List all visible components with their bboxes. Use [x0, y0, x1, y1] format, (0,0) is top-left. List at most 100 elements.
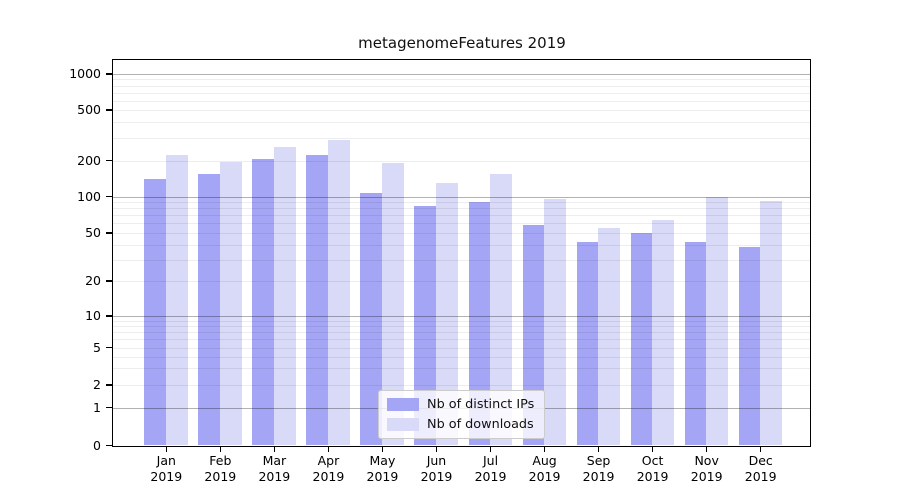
legend: Nb of distinct IPs Nb of downloads	[378, 390, 545, 439]
y-tick-10	[106, 315, 112, 317]
chart-title: metagenomeFeatures 2019	[358, 34, 566, 52]
x-tick-may	[381, 446, 384, 452]
x-tick-dec	[759, 446, 762, 452]
gridline-minor-3	[113, 368, 811, 370]
y-tick-label-0: 0	[93, 437, 101, 453]
y-tick-label-5: 5	[93, 339, 101, 355]
y-tick-2	[106, 384, 112, 386]
x-tick-label-dec: Dec 2019	[744, 453, 777, 484]
y-tick-500	[106, 109, 112, 111]
legend-entry-distinct-ips: Nb of distinct IPs	[387, 397, 536, 412]
y-tick-label-1000: 1000	[69, 66, 101, 81]
y-tick-1000	[106, 73, 112, 75]
gridline-minor-700	[113, 92, 811, 94]
y-tick-label-100: 100	[77, 188, 101, 204]
gridline-minor-200	[113, 160, 811, 162]
x-tick-feb	[219, 446, 222, 452]
gridline-minor-9	[113, 320, 811, 322]
gridline-minor-20	[113, 281, 811, 282]
bar-distinct-ips-sep	[576, 242, 599, 446]
x-tick-aug	[543, 446, 546, 452]
x-tick-label-apr: Apr 2019	[312, 453, 345, 484]
gridline-minor-80	[113, 208, 811, 210]
x-tick-label-mar: Mar 2019	[258, 453, 291, 484]
gridline-minor-2	[113, 385, 811, 386]
gridline-minor-8	[113, 326, 811, 328]
x-tick-mar	[273, 446, 276, 452]
bar-downloads-nov	[706, 196, 729, 446]
y-tick-label-500: 500	[77, 102, 101, 117]
gridline-minor-400	[113, 122, 811, 124]
y-tick-100	[106, 195, 112, 198]
gridline-major-100	[113, 196, 811, 198]
x-tick-oct	[651, 446, 654, 452]
y-tick-50	[106, 232, 112, 234]
x-tick-label-feb: Feb 2019	[204, 453, 237, 484]
bar-distinct-ips-nov	[684, 242, 707, 446]
y-tick-1	[106, 406, 112, 409]
x-tick-nov	[705, 446, 708, 452]
bar-downloads-oct	[652, 220, 675, 446]
gridline-minor-7	[113, 332, 811, 334]
bar-downloads-mar	[273, 147, 296, 446]
legend-swatch-distinct-ips	[387, 398, 419, 411]
gridline-minor-600	[113, 100, 811, 102]
x-tick-label-oct: Oct 2019	[636, 453, 669, 484]
y-tick-label-200: 200	[77, 152, 101, 168]
gridline-minor-30	[113, 259, 811, 261]
y-tick-5	[106, 346, 112, 349]
legend-label-distinct-ips: Nb of distinct IPs	[427, 397, 535, 412]
y-tick-20	[106, 280, 112, 282]
gridline-minor-6	[113, 339, 811, 341]
bar-distinct-ips-apr	[306, 155, 328, 446]
y-tick-label-10: 10	[85, 308, 101, 323]
bar-downloads-jul	[490, 173, 513, 446]
bar-downloads-apr	[327, 140, 350, 446]
gridline-minor-70	[113, 215, 811, 217]
gridline-minor-60	[113, 223, 811, 225]
y-tick-200	[106, 159, 112, 162]
x-tick-label-may: May 2019	[366, 453, 399, 484]
x-tick-jan	[165, 446, 168, 452]
x-tick-label-jul: Jul 2019	[474, 453, 507, 484]
bar-downloads-dec	[760, 200, 783, 446]
gridline-minor-500	[113, 110, 811, 111]
x-tick-sep	[597, 446, 600, 452]
x-tick-label-nov: Nov 2019	[690, 453, 723, 484]
bar-distinct-ips-feb	[198, 173, 220, 446]
gridline-minor-4	[113, 356, 811, 358]
y-tick-label-2: 2	[93, 377, 101, 392]
bar-distinct-ips-may	[360, 192, 382, 446]
x-tick-label-sep: Sep 2019	[582, 453, 615, 484]
gridline-minor-800	[113, 85, 811, 87]
y-tick-0	[106, 444, 112, 447]
bar-distinct-ips-jul	[468, 201, 491, 446]
legend-swatch-downloads	[387, 418, 419, 431]
x-tick-jul	[489, 446, 492, 452]
bar-distinct-ips-mar	[252, 159, 274, 446]
x-tick-label-jan: Jan 2019	[150, 453, 183, 484]
bar-distinct-ips-oct	[630, 233, 653, 446]
gridline-major-10	[113, 316, 811, 317]
bar-downloads-jan	[165, 155, 188, 446]
bar-distinct-ips-jun	[414, 205, 436, 446]
x-tick-label-jun: Jun 2019	[420, 453, 453, 484]
bar-distinct-ips-dec	[738, 247, 761, 446]
gridline-minor-40	[113, 244, 811, 246]
bar-downloads-may	[381, 163, 404, 446]
gridline-major-1000	[113, 74, 811, 75]
gridline-minor-300	[113, 138, 811, 140]
plot-area	[113, 60, 811, 446]
bar-downloads-jun	[435, 182, 458, 446]
gridline-minor-5	[113, 347, 811, 349]
x-tick-apr	[327, 446, 330, 452]
gridline-minor-900	[113, 79, 811, 81]
gridline-minor-90	[113, 202, 811, 204]
y-tick-label-50: 50	[85, 225, 101, 240]
y-tick-label-20: 20	[85, 273, 101, 288]
bar-distinct-ips-jan	[144, 179, 166, 446]
legend-entry-downloads: Nb of downloads	[387, 417, 536, 432]
legend-label-downloads: Nb of downloads	[427, 417, 534, 432]
x-tick-label-aug: Aug 2019	[528, 453, 561, 484]
